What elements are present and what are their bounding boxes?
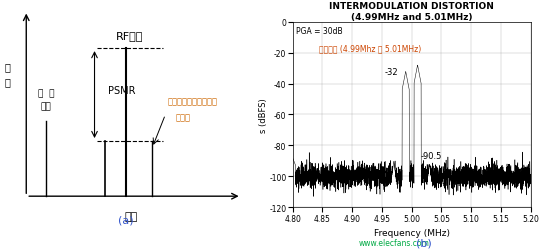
- Text: -90.5: -90.5: [421, 151, 442, 160]
- Y-axis label: s (dBFS): s (dBFS): [259, 98, 267, 132]
- Text: -32: -32: [385, 68, 399, 77]
- Text: 带信号: 带信号: [176, 113, 191, 122]
- Text: 噪声: 噪声: [40, 102, 51, 111]
- Text: www.elecfans.com: www.elecfans.com: [358, 238, 429, 248]
- Text: (b): (b): [416, 238, 432, 248]
- Text: 由于电源噪声引起的边: 由于电源噪声引起的边: [168, 97, 218, 106]
- Text: 振: 振: [5, 62, 11, 72]
- Text: RF信号: RF信号: [115, 31, 143, 41]
- Text: 电  源: 电 源: [38, 88, 54, 98]
- Title: INTERMODULATION DISTORTION
(4.99MHz and 5.01MHz): INTERMODULATION DISTORTION (4.99MHz and …: [329, 2, 494, 22]
- Text: PSMR: PSMR: [108, 86, 135, 96]
- Text: 互调失真 (4.99Mhz 和 5.01MHz): 互调失真 (4.99Mhz 和 5.01MHz): [319, 44, 422, 53]
- Text: PGA = 30dB: PGA = 30dB: [295, 27, 342, 36]
- Text: 频率: 频率: [125, 211, 138, 221]
- Text: 幅: 幅: [5, 77, 11, 87]
- Text: (a): (a): [118, 215, 134, 225]
- X-axis label: Frequency (MHz): Frequency (MHz): [374, 228, 450, 237]
